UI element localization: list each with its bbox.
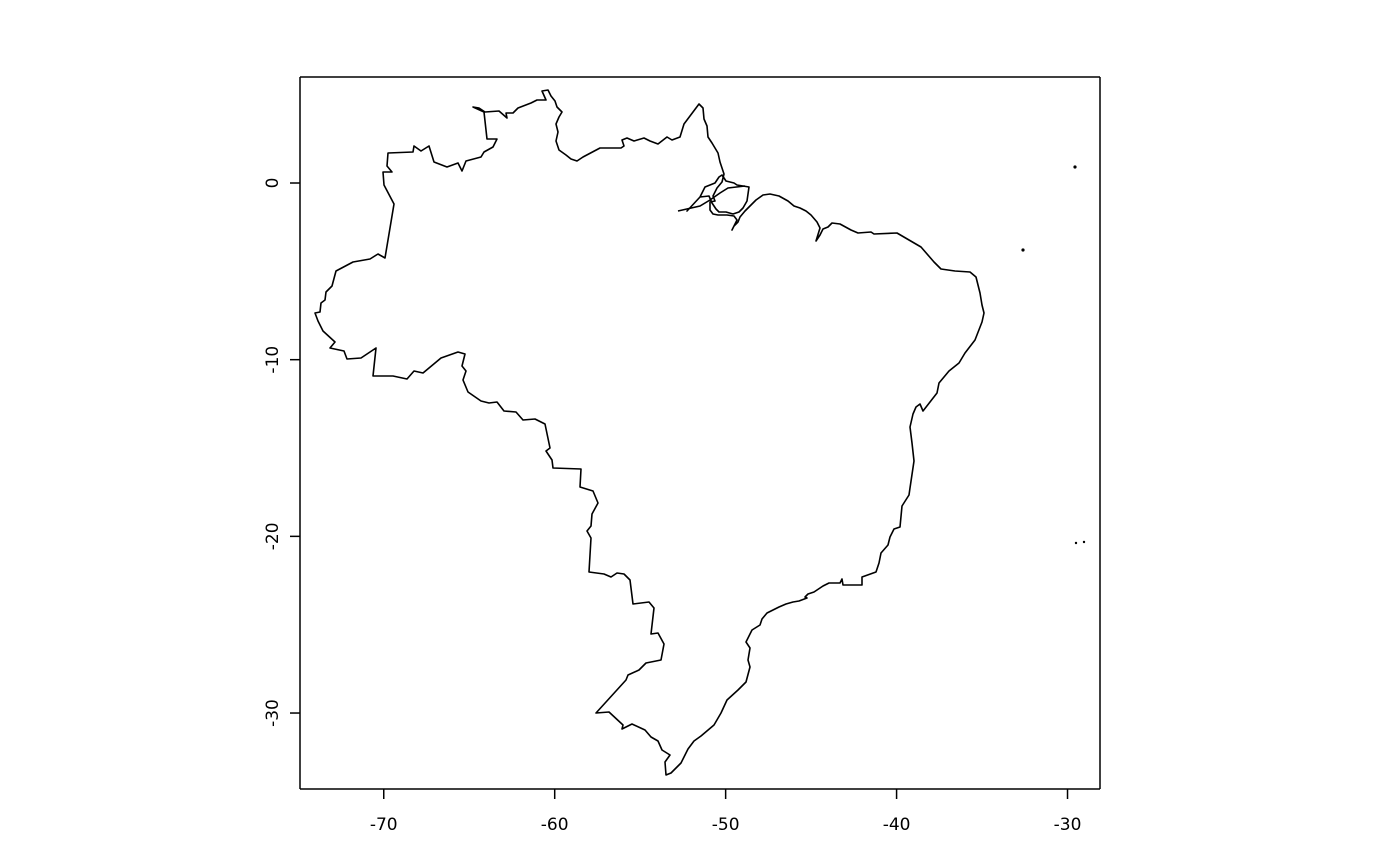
y-tick-label: -20 (263, 522, 283, 550)
x-tick-label: -40 (883, 815, 911, 835)
x-tick-label: -70 (370, 815, 398, 835)
y-axis-ticks: 0 -10 -20 -30 (263, 178, 300, 727)
island-sao-pedro-sao-paulo (1073, 165, 1077, 169)
x-axis-ticks: -70 -60 -50 -40 -30 (370, 789, 1082, 835)
y-tick-label: 0 (263, 178, 283, 189)
island-martin-vaz (1082, 540, 1086, 544)
y-tick-label: -10 (263, 346, 283, 374)
amazon-estuary-line (677, 185, 746, 212)
plot-background (300, 77, 1100, 789)
x-tick-label: -60 (541, 815, 569, 835)
y-tick-label: -30 (263, 699, 283, 727)
x-tick-label: -50 (712, 815, 740, 835)
brazil-outline (314, 89, 985, 776)
marajo-island (686, 174, 750, 215)
island-trindade (1074, 541, 1078, 545)
x-tick-label: -30 (1054, 815, 1082, 835)
island-fernando-de-noronha (1021, 248, 1025, 252)
